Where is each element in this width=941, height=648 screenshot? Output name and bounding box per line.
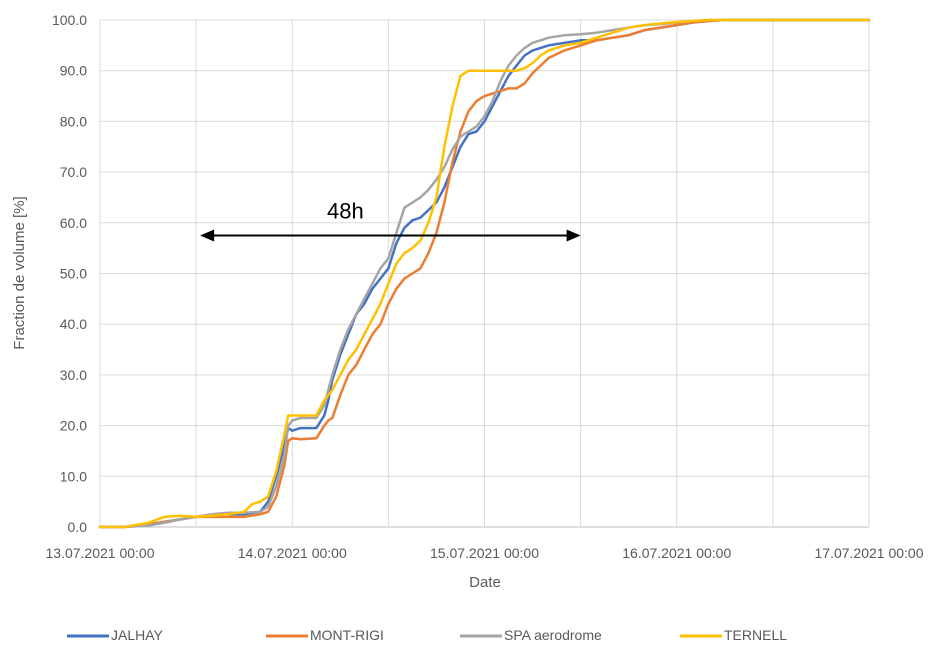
y-tick-label: 90.0 [60,63,87,79]
gridlines [99,19,870,528]
legend-ternell-label: TERNELL [724,627,787,643]
y-tick-label: 80.0 [60,113,87,129]
y-tick-labels: 0.0 10.0 20.0 30.0 40.0 50.0 60.0 70.0 80.0 90.0 1… [52,12,87,535]
y-tick-label: 10.0 [60,468,87,484]
series-line-ternell [98,18,871,529]
y-tick-label: 60.0 [60,215,87,231]
annotation-label: 48h [327,198,364,223]
duration-annotation: 48h [200,198,581,242]
x-tick-labels: 13.07.2021 00:00 14.07.2021 00:00 15.07.20… [46,545,924,561]
x-tick-label: 16.07.2021 00:00 [622,545,731,561]
x-tick-label: 17.07.2021 00:00 [815,545,924,561]
x-tick-label: 14.07.2021 00:00 [238,545,347,561]
x-tick-label: 13.07.2021 00:00 [46,545,155,561]
legend-mont-rigi-label: MONT-RIGI [310,627,384,643]
x-axis-title: Date [469,574,501,591]
y-tick-label: 20.0 [60,418,87,434]
y-axis-title: Fraction de volume [%] [11,196,28,349]
series-line-mont-rigi [98,18,871,529]
arrow-head-right [566,229,581,242]
y-tick-label: 70.0 [60,164,87,180]
legend: JALHAY MONT-RIGI SPA aerodrome TERNELL [67,627,787,643]
legend-spa-aerodrome-label: SPA aerodrome [504,627,602,643]
series-lines [98,18,871,529]
y-tick-label: 40.0 [60,316,87,332]
y-tick-label: 100.0 [52,12,87,28]
y-tick-label: 30.0 [60,367,87,383]
y-tick-label: 50.0 [60,266,87,282]
legend-jalhay-label: JALHAY [111,627,164,643]
y-tick-label: 0.0 [68,519,88,535]
arrow-head-left [200,229,215,242]
x-tick-label: 15.07.2021 00:00 [430,545,539,561]
